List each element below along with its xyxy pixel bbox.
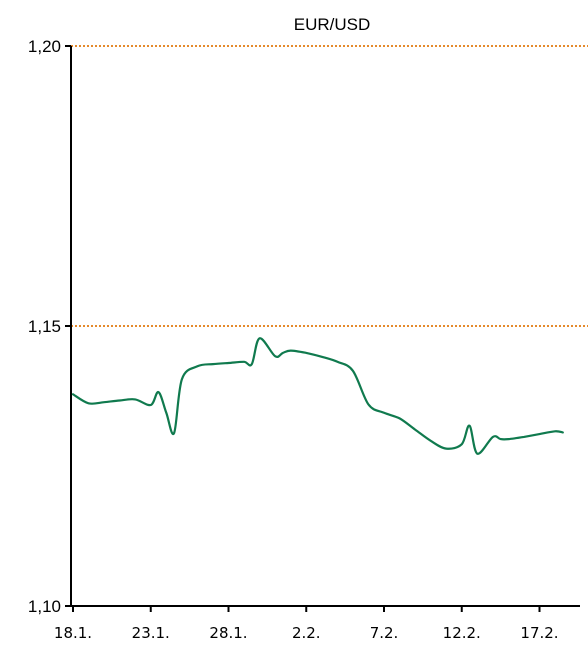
x-tick-label-2: 28.1. [209,624,247,642]
x-tick-label-0: 18.1. [54,624,92,642]
series-line-0 [71,337,564,455]
x-axis-ticks: 18.1. 23.1. 28.1. 2.2. 7.2. 12.2. 17.2. [54,606,559,642]
x-tick-label-4: 7.2. [370,624,399,642]
gridlines [71,45,588,327]
x-tick-label-5: 12.2. [443,624,481,642]
x-tick-label-6: 17.2. [520,624,558,642]
y-tick-label-0: 1,10 [28,597,61,616]
x-tick-label-1: 23.1. [132,624,170,642]
x-tick-label-3: 2.2. [292,624,321,642]
y-axis-ticks: 1,10 1,15 1,20 [28,37,71,616]
chart-title: EUR/USD [294,15,371,34]
y-tick-label-1: 1,15 [28,317,61,336]
series-group [71,337,564,455]
y-tick-label-2: 1,20 [28,37,61,56]
